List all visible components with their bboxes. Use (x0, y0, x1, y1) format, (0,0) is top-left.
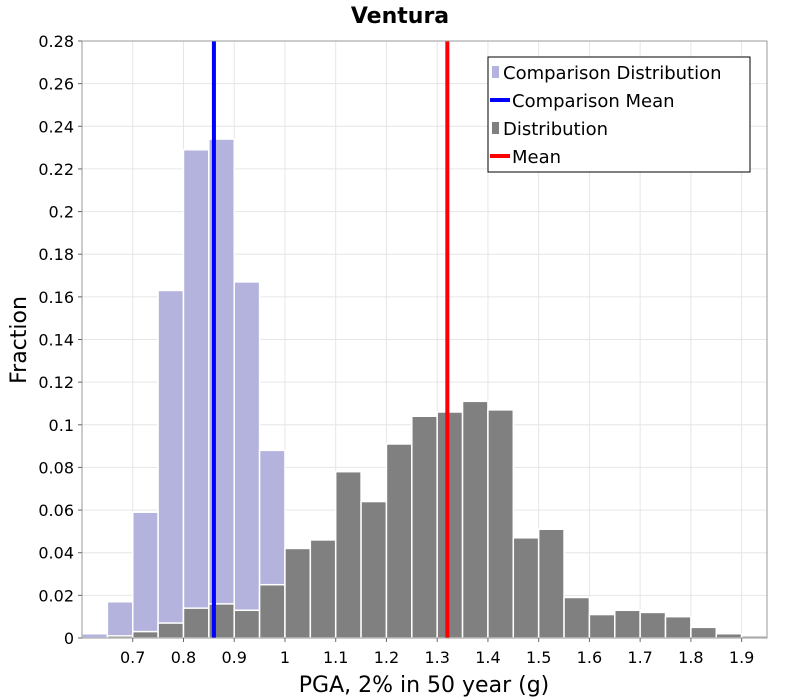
y-tick-label: 0.06 (38, 501, 74, 520)
y-tick-label: 0.14 (38, 331, 74, 350)
histogram-bar (461, 400, 489, 639)
x-tick-label: 1.6 (577, 648, 602, 667)
x-tick-label: 1 (280, 648, 290, 667)
y-tick-label: 0.26 (38, 75, 74, 94)
y-tick-label: 0.04 (38, 544, 74, 563)
y-axis: 0 0.02 0.04 0.06 0.08 0.1 0.12 0.14 0.16 0.18 0.2 0… (38, 32, 82, 648)
histogram-bar (385, 443, 413, 639)
histogram-bar (258, 583, 286, 639)
y-tick-label: 0.12 (38, 373, 74, 392)
histogram-bar (639, 611, 667, 639)
histogram-bar (106, 601, 134, 639)
y-tick-label: 0.18 (38, 245, 74, 264)
x-tick-label: 1.2 (374, 648, 399, 667)
y-tick-label: 0.16 (38, 288, 74, 307)
histogram-bar (309, 539, 337, 639)
y-axis-label: Fraction (7, 296, 32, 384)
histogram-bar (664, 615, 692, 639)
x-tick-label: 0.8 (171, 648, 196, 667)
histogram-bar (284, 547, 312, 639)
histogram-bar (715, 632, 743, 639)
histogram-bar (81, 632, 109, 639)
legend-label: Comparison Distribution (503, 63, 722, 84)
y-tick-label: 0.24 (38, 117, 74, 136)
y-tick-label: 0.2 (49, 203, 74, 222)
y-tick-label: 0.22 (38, 160, 74, 179)
histogram-bar (182, 148, 210, 639)
histogram-bar (436, 411, 464, 639)
histogram-bar (487, 409, 515, 639)
x-tick-label: 0.7 (120, 648, 145, 667)
histogram-bar (157, 622, 185, 639)
y-tick-label: 0.08 (38, 458, 74, 477)
legend-swatch (492, 122, 499, 134)
histogram-bar (512, 537, 540, 639)
histogram-bar (614, 609, 641, 639)
x-tick-label: 1.3 (424, 648, 449, 667)
histogram-bar (182, 607, 210, 639)
histogram-bar (334, 470, 362, 639)
x-tick-label: 1.1 (323, 648, 348, 667)
distribution-bars (106, 400, 768, 639)
x-tick-label: 1.7 (627, 648, 652, 667)
y-tick-label: 0 (64, 629, 74, 648)
x-tick-label: 1.8 (678, 648, 703, 667)
chart-title: Ventura (351, 4, 449, 29)
legend-box (487, 56, 751, 173)
x-tick-label: 1.5 (526, 648, 551, 667)
histogram-bar (131, 630, 159, 639)
legend-label: Mean (512, 147, 561, 168)
y-tick-label: 0.1 (49, 416, 74, 435)
histogram-bar (157, 289, 185, 639)
histogram-bar (233, 281, 261, 639)
histogram-bar (563, 596, 591, 639)
x-tick-label: 1.4 (475, 648, 500, 667)
histogram-bar (131, 511, 159, 639)
legend: Comparison Distribution Comparison Mean Di… (487, 56, 751, 173)
histogram-bar (537, 528, 565, 639)
x-axis: 0.7 0.8 0.9 1 1.1 1.2 1.3 1.4 1.5 1.6 1.7 1.8 1.9 (120, 638, 754, 667)
legend-label: Comparison Mean (512, 91, 675, 112)
histogram-bar (588, 613, 616, 639)
x-tick-label: 0.9 (221, 648, 246, 667)
histogram-bar (233, 609, 261, 639)
y-tick-label: 0.28 (38, 32, 74, 51)
y-tick-label: 0.02 (38, 586, 74, 605)
mean-lines (211, 41, 450, 638)
x-tick-label: 1.9 (729, 648, 754, 667)
x-axis-label: PGA, 2% in 50 year (g) (299, 673, 550, 698)
legend-label: Distribution (503, 119, 608, 140)
histogram-bar (360, 500, 388, 639)
histogram-bar (690, 626, 718, 639)
legend-swatch (492, 66, 499, 78)
histogram-bar (411, 415, 438, 639)
